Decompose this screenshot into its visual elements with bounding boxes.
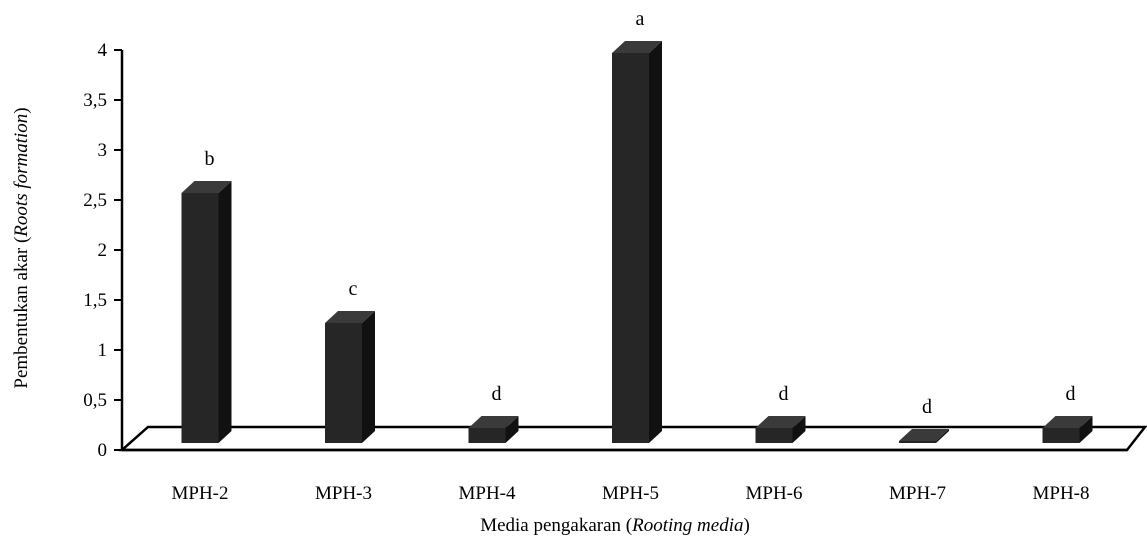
- y-tick-label: 2: [98, 240, 108, 261]
- significance-letter: a: [636, 8, 645, 30]
- x-axis-title: Media pengakaran (Rooting media): [480, 515, 750, 536]
- bar-front: [755, 428, 793, 443]
- bar-MPH-6: [755, 416, 806, 443]
- bar-MPH-8: [1042, 416, 1093, 443]
- y-tick-label: 0,5: [83, 390, 107, 411]
- bar-side: [649, 41, 662, 443]
- y-tick-label: 1,5: [83, 290, 107, 311]
- bar-side: [1079, 416, 1093, 443]
- y-tick-label: 3: [98, 140, 108, 161]
- bars-group: [181, 41, 1093, 443]
- significance-letter: d: [1066, 383, 1076, 405]
- bar-side: [218, 181, 232, 443]
- bar-front: [468, 428, 506, 443]
- bar-front: [899, 441, 936, 443]
- y-tick-label: 1: [98, 340, 108, 361]
- x-category-label: MPH-3: [315, 483, 372, 504]
- x-category-label: MPH-6: [745, 483, 802, 504]
- y-tick-label: 2,5: [83, 190, 107, 211]
- chart-floor: [118, 425, 1147, 452]
- x-category-label: MPH-5: [602, 483, 659, 504]
- y-tick-labels: 0 0,5 1 1,5 2 2,5 3 3,5 4: [83, 40, 107, 461]
- bar-top: [181, 181, 232, 193]
- x-category-label: MPH-2: [171, 483, 228, 504]
- bar-side: [362, 311, 375, 443]
- bar-side: [936, 429, 949, 443]
- y-tick-label: 3,5: [83, 90, 107, 111]
- bar-front: [325, 323, 362, 443]
- significance-letter: b: [205, 148, 215, 170]
- x-category-label: MPH-7: [889, 483, 946, 504]
- significance-labels: b c d a d d d: [205, 8, 1076, 418]
- bar-front: [1042, 428, 1080, 443]
- y-tick-label: 0: [98, 440, 108, 461]
- bar-top: [325, 311, 375, 323]
- floor-outline: [118, 425, 1147, 452]
- y-tick-label: 4: [98, 40, 108, 61]
- x-category-label: MPH-8: [1032, 483, 1089, 504]
- significance-letter: d: [779, 383, 789, 405]
- significance-letter: d: [922, 396, 932, 418]
- bar-side: [792, 416, 806, 443]
- bar-top: [899, 429, 949, 441]
- bar-top: [612, 41, 662, 53]
- bar-front: [612, 53, 649, 443]
- bar-MPH-5: [612, 41, 662, 443]
- significance-letter: c: [349, 278, 358, 300]
- bar-side: [505, 416, 519, 443]
- y-axis-title: Pembentukan akar (Roots formation): [11, 107, 32, 388]
- significance-letter: d: [492, 383, 502, 405]
- bar-MPH-4: [468, 416, 519, 443]
- bar-top: [468, 416, 519, 428]
- bar-MPH-2: [181, 181, 232, 443]
- bar-front: [181, 193, 219, 443]
- bar-top: [1042, 416, 1093, 428]
- bar-MPH-3: [325, 311, 375, 443]
- x-category-labels: MPH-2 MPH-3 MPH-4 MPH-5 MPH-6 MPH-7 MPH-8: [171, 483, 1089, 504]
- bar-MPH-7: [899, 429, 949, 443]
- x-category-label: MPH-4: [458, 483, 516, 504]
- bar-top: [755, 416, 806, 428]
